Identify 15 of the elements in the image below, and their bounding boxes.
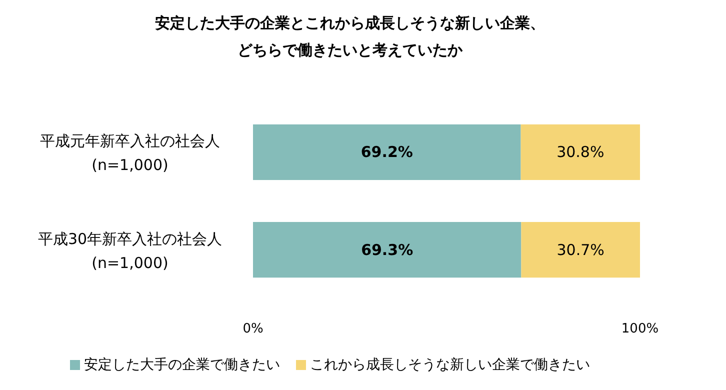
data-label: 69.3%: [361, 240, 414, 259]
legend-label: これから成長しそうな新しい企業で働きたい: [310, 357, 590, 373]
chart-title: 安定した大手の企業とこれから成長しそうな新しい企業、どちらで働きたいと考えていたか: [154, 13, 546, 61]
x-tick-label: 0%: [242, 322, 264, 336]
bar: [521, 222, 640, 278]
data-label: 30.8%: [556, 143, 604, 162]
data-label: 30.7%: [556, 240, 604, 259]
x-tick-label: 100%: [621, 322, 659, 336]
data-label: 69.2%: [360, 143, 413, 162]
bar: [520, 124, 640, 180]
bar: [253, 124, 521, 180]
y-tick-label: 平成元年新卒入社の社会人 (n=1,000): [40, 132, 220, 174]
legend-label: 安定した大手の企業で働きたい: [84, 357, 280, 373]
y-tick-label: 平成30年新卒入社の社会人 (n=1,000): [38, 230, 222, 272]
bar: [253, 222, 522, 278]
